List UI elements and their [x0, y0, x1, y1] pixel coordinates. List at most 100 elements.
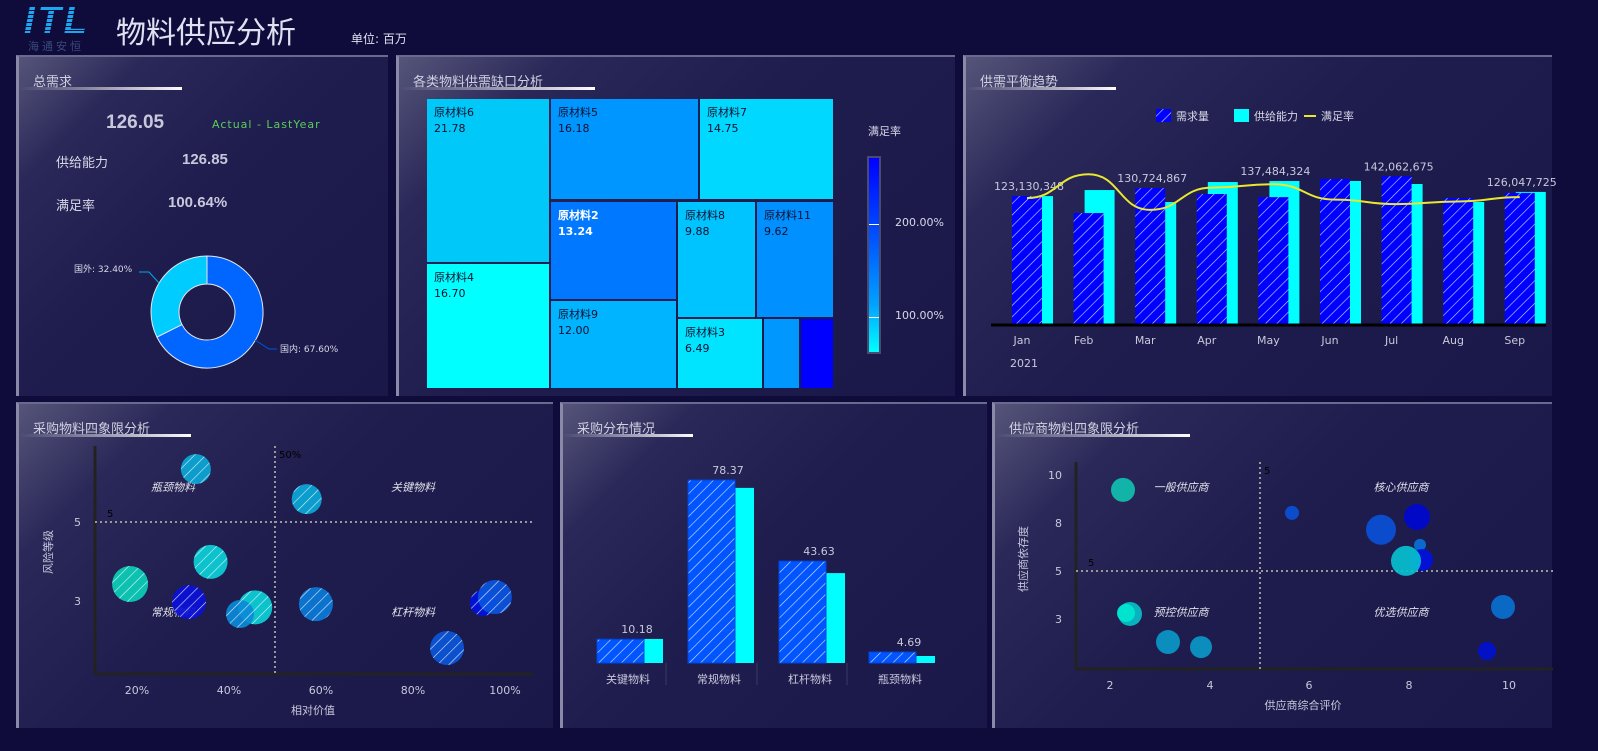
treemap-cell[interactable] — [764, 319, 799, 388]
legend-swatch-demand — [1156, 109, 1171, 122]
cell-value: 9.88 — [685, 225, 710, 238]
demand-bar — [1443, 198, 1474, 324]
divider-label: 5 — [1264, 466, 1270, 477]
bubble — [1404, 504, 1430, 530]
supply-value: 126.85 — [182, 151, 228, 168]
divider-label: 50% — [279, 450, 301, 461]
demand-bar — [1012, 195, 1042, 324]
bubble-hatch — [112, 566, 149, 603]
cell-value: 21.78 — [434, 122, 466, 135]
cell-name: 原材料7 — [707, 106, 747, 119]
cell-name: 原材料8 — [685, 209, 725, 222]
bubble — [1111, 477, 1135, 502]
x-tick-label: Jun — [1320, 334, 1338, 347]
bubble — [1190, 636, 1212, 659]
trend-chart: 需求量 供给能力 满足率 Jan 123,130,348 Feb Mar 130,724,86… — [991, 109, 1557, 370]
data-label: 142,062,675 — [1364, 160, 1434, 173]
bubble — [1156, 630, 1180, 655]
treemap-cell[interactable]: 原材料2 13.24 — [551, 202, 676, 299]
rate-value: 100.64% — [168, 194, 228, 211]
purchase-distribution-chart: 10.18 关键物料 78.37 常规物料 43.63 杠杆物料 4.69 瓶颈物料 — [596, 464, 935, 686]
quadrant-label: 瓶颈物料 — [151, 481, 196, 494]
cell-name: 原材料6 — [434, 106, 474, 119]
demand-bar — [1258, 197, 1289, 324]
x-tick-label: Feb — [1074, 334, 1093, 347]
bubble — [1117, 604, 1135, 622]
legend-title: 满足率 — [868, 125, 901, 138]
x-tick-label: Mar — [1135, 334, 1156, 347]
donut-label: 国外: 32.40% — [74, 263, 133, 275]
demand-bar — [1504, 192, 1535, 324]
logo: ITL — [24, 0, 90, 42]
label-leader — [254, 339, 277, 350]
title-underline — [995, 434, 1190, 437]
treemap-cell[interactable]: 原材料5 16.18 — [551, 99, 698, 199]
purchase-quadrant-panel: 采购物料四象限分析 50% 5 20% 40% 60% 80% 100% 5 3 瓶颈物料 关键物料… — [16, 402, 553, 728]
x-tick-label: 6 — [1306, 679, 1313, 692]
y-tick-label: 3 — [1055, 613, 1062, 626]
purchase-distribution-panel: 采购分布情况 10.18 关键物料 78.37 常规物料 43.63 杠杆物料 4.69 瓶颈… — [560, 402, 987, 728]
x-tick-label: May — [1257, 334, 1280, 347]
color-scale-bar[interactable] — [867, 156, 881, 354]
bubble — [1366, 514, 1396, 545]
title-underline — [19, 434, 191, 437]
treemap-cell[interactable]: 原材料6 21.78 — [427, 99, 549, 262]
x-axis-title: 供应商综合评价 — [1265, 698, 1342, 712]
cell-name: 原材料11 — [764, 209, 811, 222]
quadrant-label: 核心供应商 — [1374, 481, 1431, 494]
quadrant-label: 一般供应商 — [1154, 481, 1211, 494]
supply-bar — [735, 487, 754, 663]
treemap-cell[interactable]: 原材料8 9.88 — [678, 202, 755, 317]
label-leader — [139, 271, 160, 284]
cell-name: 原材料3 — [685, 326, 725, 339]
bubble-hatch — [226, 600, 255, 629]
cell-value: 6.49 — [685, 342, 710, 355]
cell-name: 原材料2 — [558, 209, 599, 222]
quadrant-label: 预控供应商 — [1154, 606, 1211, 619]
x-tick-label: 杠杆物料 — [788, 672, 832, 686]
quadrant-label: 关键物料 — [391, 481, 436, 494]
legend-label: 需求量 — [1176, 110, 1209, 123]
treemap-cell[interactable]: 原材料7 14.75 — [700, 99, 833, 199]
demand-bar — [596, 638, 645, 664]
panel-title: 采购分布情况 — [577, 422, 656, 437]
cell-value: 9.62 — [764, 225, 789, 238]
demand-value: 126.05 — [106, 112, 165, 133]
demand-bar — [1381, 176, 1412, 324]
demand-bar — [1196, 194, 1227, 324]
bubble — [1491, 595, 1515, 619]
x-tick-label: Jan — [1013, 334, 1031, 347]
supply-bar — [826, 573, 845, 663]
treemap-cell[interactable] — [801, 319, 833, 388]
x-tick-label: Apr — [1197, 334, 1217, 347]
y-tick-label: 10 — [1048, 469, 1062, 482]
data-label: 10.18 — [621, 623, 653, 636]
logo-subtitle: 海通安恒 — [28, 40, 84, 53]
donut-label: 国内: 67.60% — [280, 343, 339, 355]
bubble — [1285, 505, 1299, 520]
x-tick-label: 8 — [1406, 679, 1413, 692]
treemap-cell[interactable]: 原材料3 6.49 — [678, 319, 762, 388]
demand-bar — [1073, 213, 1104, 324]
bubble — [1391, 545, 1421, 576]
year-label: 2021 — [1010, 357, 1038, 370]
x-tick-label: 关键物料 — [606, 672, 650, 686]
supplier-quadrant-panel: 供应商物料四象限分析 5 5 2 4 6 8 10 10 8 5 3 一般供应商 核心供应商 预控供应商 优… — [992, 402, 1553, 728]
x-tick-label: 瓶颈物料 — [878, 672, 922, 686]
treemap-cell[interactable]: 原材料4 16.70 — [427, 264, 549, 388]
treemap-cell[interactable]: 原材料11 9.62 — [757, 202, 833, 317]
scale-tick: 100.00% — [895, 309, 944, 322]
panel-title: 采购物料四象限分析 — [33, 422, 151, 437]
cell-value: 12.00 — [558, 324, 590, 337]
quadrant-label: 优选供应商 — [1374, 606, 1431, 619]
x-tick-label: 100% — [489, 684, 520, 697]
treemap-cell[interactable]: 原材料9 12.00 — [551, 301, 676, 388]
panel-title: 供需平衡趋势 — [980, 75, 1059, 90]
demand-bar — [1320, 179, 1350, 324]
cell-value: 14.75 — [707, 122, 739, 135]
legend-label: 供给能力 — [1254, 109, 1298, 123]
title-underline — [563, 434, 693, 437]
scale-tick: 200.00% — [895, 216, 944, 229]
rate-label: 满足率 — [56, 199, 96, 214]
